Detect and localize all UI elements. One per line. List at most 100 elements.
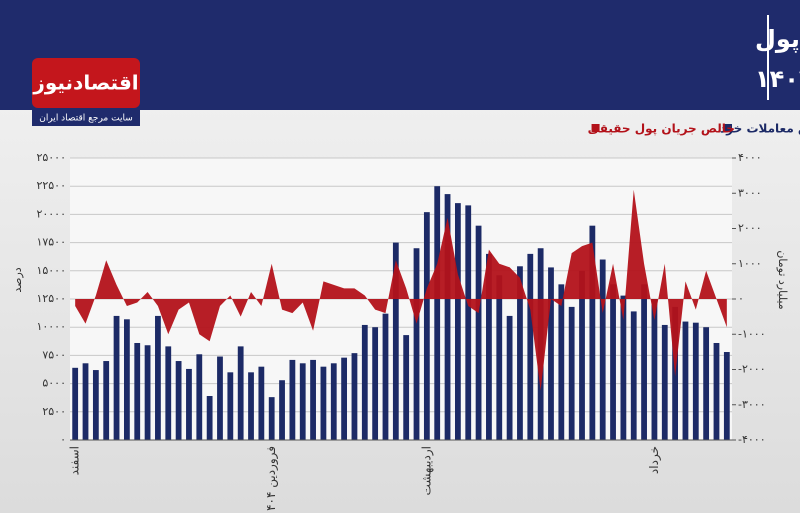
bar — [496, 275, 503, 440]
bar — [237, 346, 244, 440]
y2-tick-label: -۲۰۰۰ — [738, 363, 766, 376]
bar — [113, 315, 120, 440]
bar — [134, 342, 141, 440]
bar — [527, 253, 534, 440]
bar — [703, 327, 710, 440]
y-tick-label: ۱۰۰۰۰ — [36, 320, 66, 333]
bar — [579, 270, 585, 440]
x-tick-label: فروردین ۱۴۰۴ — [264, 446, 279, 513]
y-tick-label: ۱۷۵۰۰ — [36, 236, 66, 249]
x-tick-label: خرداد — [647, 446, 662, 474]
y-tick-label: ۷۵۰۰ — [42, 348, 66, 361]
bar — [454, 203, 461, 440]
x-tick-label: اسفند — [68, 446, 82, 475]
legend-label: خالص جریان پول حقیقی — [588, 122, 735, 137]
bar — [320, 366, 327, 440]
bar — [610, 284, 616, 440]
bar — [186, 368, 192, 440]
bar — [196, 354, 203, 440]
y2-tick-label: ۱۰۰۰ — [738, 257, 762, 270]
bar — [444, 194, 451, 440]
y2-tick-label: ۳۰۰۰ — [738, 186, 762, 199]
bar — [217, 356, 223, 440]
bar — [361, 324, 368, 440]
legend-label: ارزش معاملات خرد — [720, 122, 800, 136]
y-tick-label: ۱۵۰۰۰ — [36, 264, 66, 277]
tagline-box — [32, 110, 140, 126]
y-tick-label: ۲۵۰۰ — [42, 405, 66, 418]
bar — [630, 311, 637, 440]
logo-tagline: سایت مرجع اقتصاد ایران — [39, 114, 133, 124]
y2-tick-label: -۴۰۰۰ — [738, 433, 766, 446]
bar — [155, 315, 161, 440]
y-axis-title: درصد — [11, 267, 24, 292]
bar — [351, 353, 358, 440]
bar — [423, 212, 430, 440]
bar — [403, 335, 410, 440]
bar — [475, 225, 482, 440]
bar — [517, 266, 523, 440]
bar — [641, 284, 647, 440]
bar — [465, 205, 472, 440]
bar — [506, 315, 513, 440]
bar — [372, 327, 379, 440]
bar — [558, 284, 565, 440]
x-tick-label: اردیبهشت — [419, 446, 434, 495]
y-tick-label: ۲۰۰۰۰ — [36, 207, 66, 220]
bar — [72, 367, 79, 440]
y-tick-label: ۰ — [60, 433, 66, 446]
bar — [299, 363, 306, 440]
y2-tick-label: -۱۰۰۰ — [738, 327, 766, 340]
title-line: حقیقی به سهام از ابتدای اسفند ۱۴۰۳ — [755, 65, 800, 93]
y2-axis-title: میلیارد تومان — [776, 250, 789, 309]
bar — [620, 295, 627, 440]
area — [75, 189, 727, 391]
bar — [682, 321, 689, 440]
y-tick-label: ۲۵۰۰۰ — [36, 151, 66, 164]
bar — [206, 396, 213, 440]
legend-swatch — [724, 124, 732, 132]
bar — [434, 186, 441, 440]
y2-tick-label: ۰ — [738, 292, 744, 305]
bar — [713, 342, 720, 440]
y-tick-label: ۱۲۵۰۰ — [36, 292, 66, 305]
bar — [548, 267, 554, 440]
bar — [268, 397, 275, 440]
bar — [123, 319, 130, 440]
bar — [589, 225, 596, 440]
bar — [279, 380, 285, 440]
bar — [330, 363, 337, 440]
bar — [144, 345, 151, 440]
bar — [175, 361, 182, 440]
bar — [92, 370, 99, 440]
y-tick-label: ۵۰۰۰ — [42, 377, 66, 390]
bar — [413, 248, 420, 440]
bar — [661, 324, 668, 440]
bar — [382, 313, 389, 440]
title-line: نوسانات ارزش معاملات خرد و خالص جریان پو… — [755, 25, 800, 53]
bar — [227, 372, 234, 440]
bar — [258, 366, 265, 440]
bar — [341, 357, 348, 440]
bar — [599, 259, 606, 440]
y2-tick-label: -۳۰۰۰ — [738, 398, 766, 411]
bar — [651, 299, 658, 440]
y-tick-label: ۲۲۵۰۰ — [36, 179, 66, 192]
bar — [103, 361, 110, 440]
bar — [486, 253, 492, 440]
bar — [248, 372, 254, 440]
y2-tick-label: ۴۰۰۰ — [738, 151, 762, 164]
y2-tick-label: ۲۰۰۰ — [738, 222, 762, 235]
bar — [310, 359, 316, 440]
bar — [692, 322, 699, 440]
logo-text: اقتصادنیوز — [32, 71, 138, 95]
bar — [289, 359, 296, 440]
bar — [723, 352, 730, 440]
bar — [568, 306, 575, 440]
legend-swatch — [591, 124, 600, 132]
bar — [165, 346, 172, 440]
bar — [392, 242, 399, 440]
logo — [32, 58, 140, 108]
bar — [82, 363, 89, 440]
